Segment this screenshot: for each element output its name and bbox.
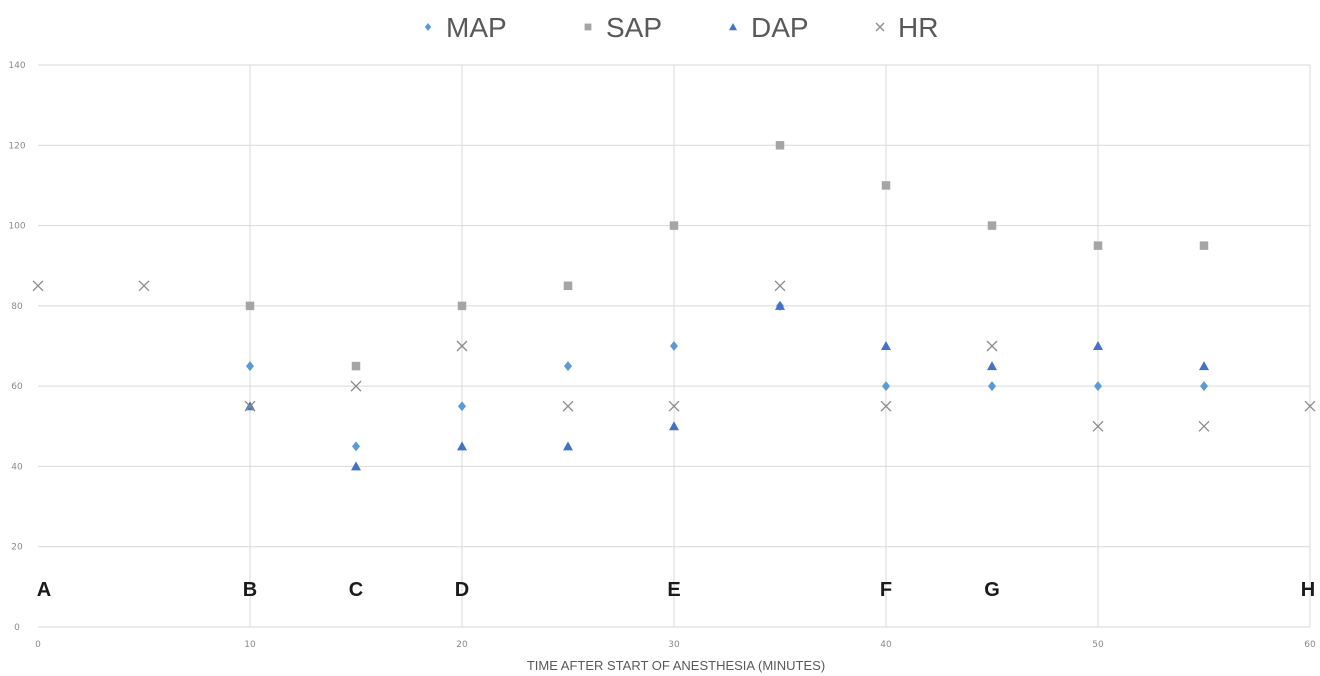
y-tick-label: 40 [11, 462, 23, 472]
series-map [246, 300, 1208, 452]
series-hr [32, 280, 1316, 432]
phase-label: C [349, 579, 363, 601]
legend-item-map: MAP [424, 12, 507, 43]
data-point [1093, 341, 1103, 350]
legend: MAP SAP DAP HR [424, 12, 938, 43]
data-point [457, 301, 467, 311]
phase-annotations: A B C D E F G H [37, 579, 1315, 601]
data-point [246, 361, 254, 372]
data-point [670, 341, 678, 351]
phase-label: F [880, 579, 892, 601]
data-point [986, 340, 998, 352]
y-tick-label: 60 [11, 382, 23, 392]
legend-label: MAP [446, 12, 507, 43]
data-point [881, 341, 891, 350]
data-point [987, 221, 997, 230]
data-points [32, 141, 1316, 471]
data-point [1199, 361, 1209, 371]
data-point [1094, 381, 1102, 392]
y-tick-label: 120 [8, 141, 25, 151]
data-point [729, 23, 737, 31]
data-point [1198, 420, 1210, 432]
data-point [881, 181, 891, 190]
data-point [1200, 381, 1208, 392]
x-tick-label: 10 [244, 640, 256, 650]
phase-label: H [1301, 579, 1315, 601]
phase-label: A [37, 579, 51, 601]
y-tick-label: 140 [8, 61, 25, 71]
data-point [456, 340, 468, 352]
data-point [563, 441, 573, 451]
x-tick-label: 30 [668, 640, 680, 650]
x-axis-ticks: 0 10 20 30 40 50 60 [35, 640, 1316, 650]
data-point [988, 381, 996, 392]
data-point [351, 461, 361, 471]
legend-label: HR [898, 12, 938, 43]
data-point [1093, 241, 1103, 250]
legend-label: SAP [606, 12, 662, 43]
y-tick-label: 80 [11, 302, 23, 312]
data-point [457, 441, 467, 451]
data-point [562, 400, 574, 412]
data-point [775, 141, 785, 150]
y-tick-label: 20 [11, 543, 23, 553]
x-tick-label: 60 [1304, 640, 1316, 650]
x-tick-label: 50 [1092, 640, 1104, 650]
y-axis-ticks: 0 20 40 60 80 100 120 140 [8, 61, 25, 633]
data-point [245, 301, 255, 311]
data-point [244, 400, 256, 412]
data-point [882, 381, 890, 392]
x-tick-label: 40 [880, 640, 892, 650]
legend-item-sap: SAP [584, 12, 662, 43]
phase-label: D [455, 579, 469, 601]
data-point [350, 380, 362, 392]
data-point [1092, 420, 1104, 432]
legend-label: DAP [751, 12, 809, 43]
x-tick-label: 0 [35, 640, 41, 650]
phase-label: B [243, 579, 257, 601]
x-tick-label: 20 [456, 640, 468, 650]
phase-label: E [667, 579, 680, 601]
x-axis-label: TIME AFTER START OF ANESTHESIA (MINUTES) [527, 658, 825, 673]
data-point [774, 280, 786, 292]
phase-label: G [984, 579, 1000, 601]
y-tick-label: 0 [14, 623, 20, 633]
data-point [32, 280, 44, 292]
data-point [1304, 400, 1316, 412]
data-point [352, 441, 360, 452]
y-tick-label: 100 [8, 222, 25, 232]
data-point [668, 400, 680, 412]
series-sap [245, 141, 1209, 371]
data-point [669, 221, 679, 230]
data-point [875, 22, 885, 32]
data-point [424, 23, 432, 31]
data-point [584, 23, 592, 31]
data-point [563, 281, 573, 291]
data-point [138, 280, 150, 292]
data-point [880, 400, 892, 412]
data-point [1199, 241, 1209, 250]
data-point [458, 401, 466, 412]
legend-item-hr: HR [875, 12, 938, 43]
data-point [564, 361, 572, 372]
legend-item-dap: DAP [729, 12, 809, 43]
data-point [351, 361, 361, 371]
data-point [775, 300, 785, 310]
data-point [987, 361, 997, 371]
data-point [669, 421, 679, 431]
